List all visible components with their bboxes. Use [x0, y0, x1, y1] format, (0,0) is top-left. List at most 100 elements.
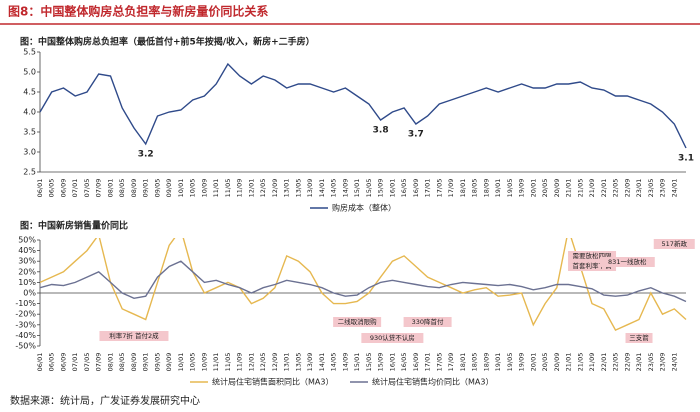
- x-tick-label: 21/09: [588, 179, 596, 198]
- x-tick-label: 20/01: [529, 179, 537, 198]
- x-tick-label: 12/05: [259, 353, 267, 372]
- y-tick-label: 0%: [23, 289, 36, 298]
- x-tick-label: 08/01: [106, 353, 114, 372]
- x-tick-label: 17/05: [435, 353, 443, 372]
- value-label: 3.8: [373, 126, 389, 136]
- x-tick-label: 16/05: [400, 353, 408, 372]
- x-tick-label: 17/09: [447, 353, 455, 372]
- x-tick-label: 07/09: [95, 179, 103, 198]
- x-tick-label: 11/09: [236, 179, 244, 198]
- x-tick-label: 23/01: [635, 353, 643, 372]
- annotation-box: [403, 317, 452, 327]
- x-tick-label: 09/05: [153, 353, 161, 372]
- x-tick-label: 14/05: [330, 179, 338, 198]
- x-tick-label: 10/05: [189, 179, 197, 198]
- annotation-box: [568, 251, 617, 261]
- y-tick-label: -10%: [15, 299, 36, 308]
- x-tick-label: 06/01: [36, 353, 44, 372]
- x-tick-label: 08/05: [118, 179, 126, 198]
- x-tick-label: 22/09: [623, 353, 631, 372]
- annotation: 首套利率下调: [573, 261, 612, 270]
- x-tick-label: 18/01: [459, 179, 467, 198]
- x-tick-label: 16/01: [388, 353, 396, 372]
- x-tick-label: 13/09: [306, 179, 314, 198]
- x-tick-label: 14/01: [318, 353, 326, 372]
- x-tick-label: 11/05: [224, 353, 232, 372]
- series-line: [40, 260, 687, 303]
- x-tick-label: 11/09: [236, 353, 244, 372]
- x-tick-label: 12/09: [271, 353, 279, 372]
- y-tick-label: 2.5: [23, 168, 36, 177]
- x-tick-label: 13/01: [283, 179, 291, 198]
- x-tick-label: 23/09: [659, 353, 667, 372]
- x-tick-label: 20/01: [529, 353, 537, 372]
- y-tick-label: -20%: [15, 310, 36, 319]
- x-tick-label: 09/01: [142, 179, 150, 198]
- x-tick-label: 19/01: [494, 179, 502, 198]
- x-tick-label: 16/01: [388, 179, 396, 198]
- value-label: 3.1: [678, 154, 694, 164]
- x-tick-label: 22/05: [612, 353, 620, 372]
- x-tick-label: 08/05: [118, 353, 126, 372]
- x-tick-label: 14/01: [318, 179, 326, 198]
- x-tick-label: 10/01: [177, 179, 185, 198]
- x-tick-label: 10/01: [177, 353, 185, 372]
- x-tick-label: 19/05: [506, 179, 514, 198]
- x-tick-label: 22/09: [623, 179, 631, 198]
- series-line: [40, 62, 687, 149]
- x-tick-label: 15/05: [365, 353, 373, 372]
- x-tick-label: 13/09: [306, 353, 314, 372]
- annotation: 二线取消限购: [338, 317, 378, 326]
- x-tick-label: 06/09: [59, 179, 67, 198]
- y-tick-label: -50%: [15, 342, 36, 351]
- x-tick-label: 13/05: [294, 353, 302, 372]
- annotation-box: [361, 333, 424, 343]
- x-tick-label: 23/01: [635, 179, 643, 198]
- x-tick-label: 20/09: [553, 353, 561, 372]
- y-tick-label: -40%: [15, 331, 36, 340]
- annotation-box: [625, 333, 653, 343]
- annotation: 利率7折 首付2成: [109, 331, 159, 340]
- x-tick-label: 10/09: [200, 353, 208, 372]
- x-tick-label: 15/09: [377, 353, 385, 372]
- x-tick-label: 22/01: [600, 353, 608, 372]
- x-tick-label: 07/05: [83, 179, 91, 198]
- x-tick-label: 07/05: [83, 353, 91, 372]
- x-tick-label: 23/05: [647, 179, 655, 198]
- x-tick-label: 08/09: [130, 353, 138, 372]
- x-tick-label: 22/05: [612, 179, 620, 198]
- header-title: 图8：中国整体购房总负担率与新房量价同比关系: [8, 4, 268, 19]
- x-tick-label: 08/09: [130, 179, 138, 198]
- x-tick-label: 17/01: [424, 353, 432, 372]
- annotation: 831一线放松: [608, 257, 647, 266]
- annotation: 517新政: [662, 239, 688, 248]
- x-tick-label: 09/05: [153, 179, 161, 198]
- x-tick-label: 13/05: [294, 179, 302, 198]
- x-tick-label: 06/09: [59, 353, 67, 372]
- x-tick-label: 17/09: [447, 179, 455, 198]
- x-tick-label: 15/01: [353, 179, 361, 198]
- x-tick-label: 24/01: [670, 353, 678, 372]
- y-tick-label: 30%: [18, 257, 36, 266]
- x-tick-label: 20/05: [541, 179, 549, 198]
- x-tick-label: 23/09: [659, 179, 667, 198]
- x-tick-label: 22/01: [600, 179, 608, 198]
- y-tick-label: 40%: [18, 246, 36, 255]
- x-tick-label: 16/09: [412, 179, 420, 198]
- x-tick-label: 06/05: [48, 179, 56, 198]
- x-tick-label: 18/05: [471, 353, 479, 372]
- x-tick-label: 24/01: [670, 179, 678, 198]
- chart-title: 图：中国新房销售量价同比: [20, 220, 128, 232]
- x-tick-label: 14/09: [341, 179, 349, 198]
- y-tick-label: -30%: [15, 320, 36, 329]
- annotation: 330降首付: [412, 317, 444, 326]
- annotation-box: [99, 331, 169, 341]
- x-tick-label: 06/01: [36, 179, 44, 198]
- x-tick-label: 18/09: [482, 179, 490, 198]
- x-tick-label: 15/09: [377, 179, 385, 198]
- x-tick-label: 11/01: [212, 353, 220, 372]
- chart-title: 图：中国整体购房总负担率（最低首付+前5年按揭/收入，新房+二手房）: [20, 36, 315, 48]
- x-tick-label: 18/05: [471, 179, 479, 198]
- x-tick-label: 17/01: [424, 179, 432, 198]
